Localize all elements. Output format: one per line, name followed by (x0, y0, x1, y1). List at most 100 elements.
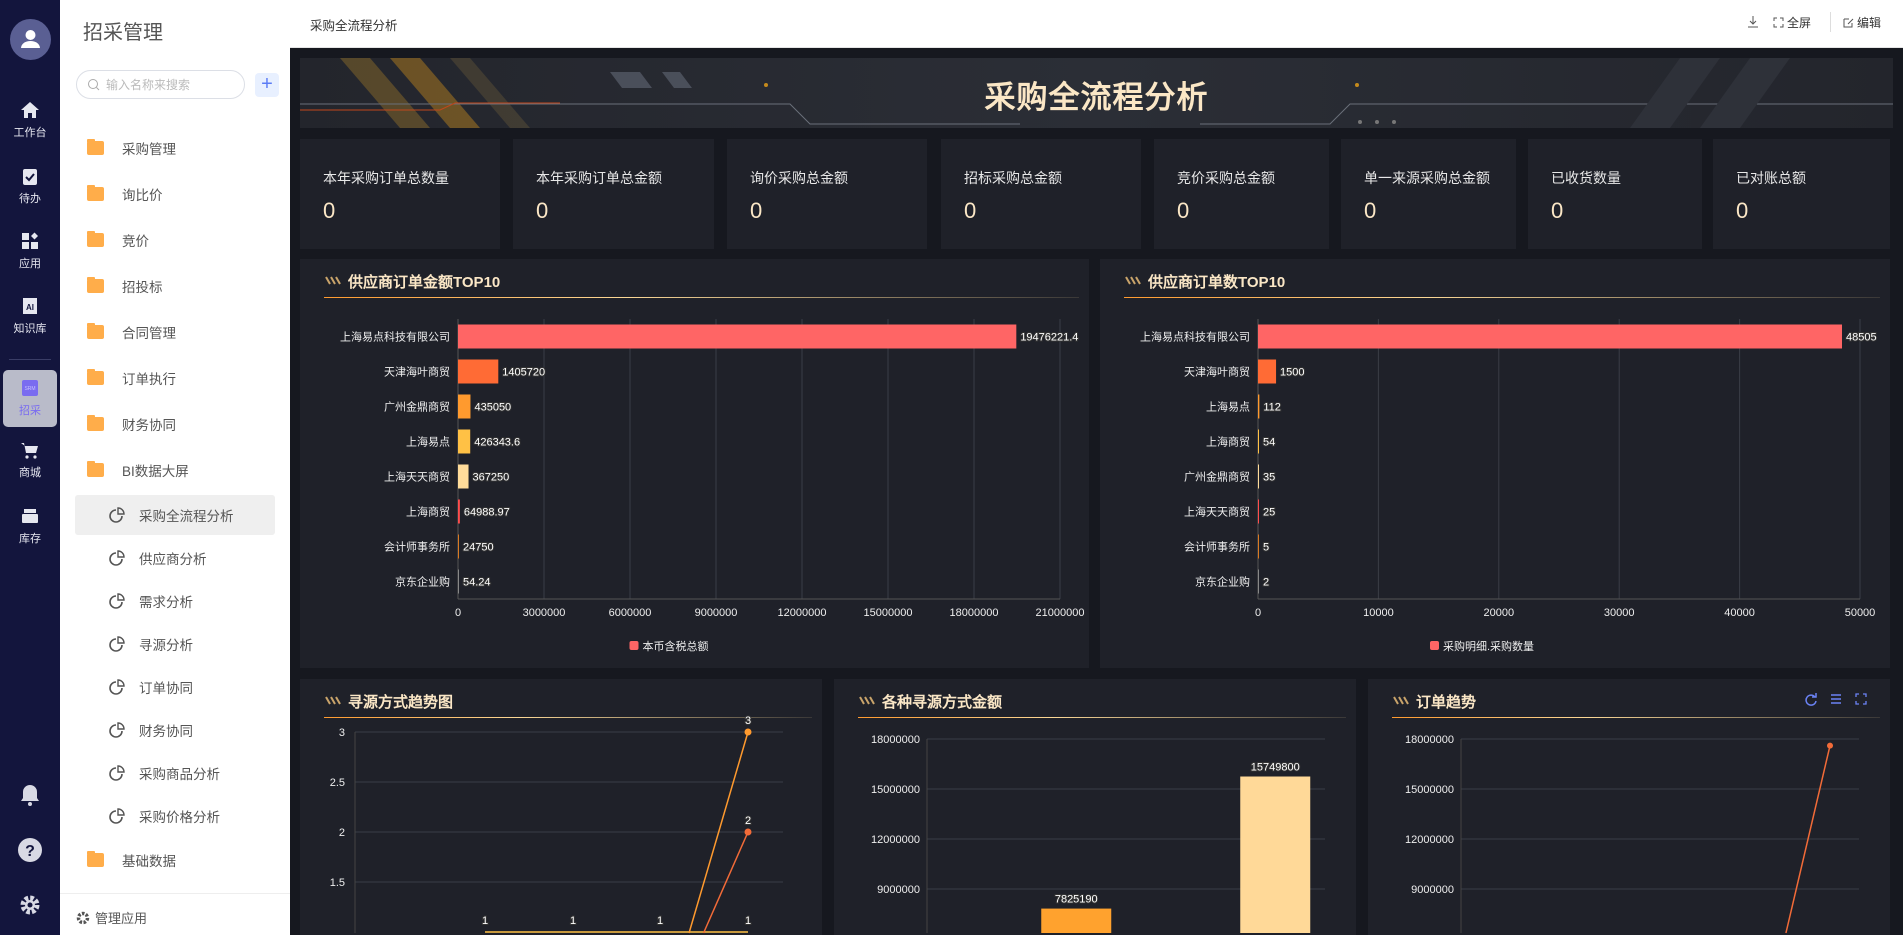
menu-item-bi[interactable]: BI数据大屏 (87, 460, 189, 480)
fullscreen-icon[interactable] (1854, 692, 1868, 706)
nav-item-mall[interactable]: 商城 (0, 440, 60, 480)
nav-item-todo[interactable]: 待办 (0, 166, 60, 206)
user-icon (21, 30, 40, 48)
kpi-card: 本年采购订单总数量 0 (300, 139, 500, 249)
pie-chart-icon (109, 721, 125, 738)
kpi-label: 本年采购订单总金额 (536, 170, 662, 186)
nav-divider (9, 359, 51, 360)
sourcing-trend-panel: 寻源方式趋势图 3 2.5 2 1.5 1 1 1 1 3 2 (300, 679, 822, 935)
download-icon[interactable] (1747, 15, 1759, 29)
data-label: 5 (1263, 542, 1269, 554)
kpi-card: 招标采购总金额 0 (941, 139, 1141, 249)
submenu-item[interactable]: 需求分析 (108, 591, 193, 611)
data-label: 1 (745, 915, 751, 927)
menu-item[interactable]: 合同管理 (87, 322, 176, 342)
submenu-item[interactable]: 寻源分析 (108, 634, 193, 654)
refresh-icon[interactable] (1804, 692, 1818, 706)
svg-text:SRM: SRM (24, 386, 35, 392)
add-button[interactable]: + (255, 73, 279, 97)
folder-icon (87, 231, 104, 247)
x-tick-label: 40000 (1724, 607, 1755, 619)
y-category-label: 会计师事务所 (384, 541, 450, 554)
submenu-item[interactable]: 财务协同 (108, 720, 193, 740)
nav-item-knowledge[interactable]: AI 知识库 (0, 296, 60, 336)
kpi-card: 询价采购总金额 0 (727, 139, 927, 249)
home-icon (21, 102, 39, 118)
dashboard-banner: 采购全流程分析 (300, 58, 1893, 128)
legend-label: 采购明细.采购数量 (1443, 639, 1534, 653)
y-tick-label: 9000000 (877, 884, 920, 896)
menu-item[interactable]: 采购管理 (87, 138, 176, 158)
search-placeholder: 输入名称来搜索 (106, 78, 191, 92)
supplier-count-top10-panel: 供应商订单数TOP10 0 10000 20000 30000 40000 50000 上海… (1100, 259, 1890, 668)
menu-item[interactable]: 询比价 (87, 184, 163, 204)
panel-title: 订单趋势 (1416, 694, 1477, 711)
bar (458, 464, 469, 489)
kpi-label: 已对账总额 (1736, 170, 1806, 186)
bar (1258, 429, 1259, 454)
kpi-card: 竞价采购总金额 0 (1154, 139, 1329, 249)
data-label: 112 (1263, 402, 1281, 414)
apps-icon (22, 232, 38, 249)
submenu-item[interactable]: 供应商分析 (108, 548, 207, 568)
data-label: 3 (745, 715, 751, 727)
kpi-label: 单一来源采购总金额 (1364, 170, 1490, 186)
submenu-item[interactable]: 采购全流程分析 (108, 505, 234, 525)
submenu-item[interactable]: 采购价格分析 (108, 806, 220, 826)
menu-item[interactable]: 订单执行 (87, 368, 176, 388)
data-label: 1 (482, 915, 488, 927)
folder-icon (87, 415, 104, 431)
menu-item[interactable]: 招投标 (87, 276, 163, 296)
panel-title: 供应商订单数TOP10 (1148, 274, 1286, 291)
kpi-label: 竞价采购总金额 (1177, 170, 1275, 186)
fullscreen-button[interactable]: 全屏 (1773, 14, 1811, 31)
y-tick-label: 18000000 (1405, 734, 1454, 746)
fullscreen-icon (1773, 17, 1784, 28)
manage-apps-button[interactable]: 管理应用 (76, 908, 147, 927)
bar (458, 324, 1017, 349)
edit-button[interactable]: 编辑 (1843, 14, 1881, 31)
help-icon[interactable]: ? (18, 838, 42, 862)
series-line-segment (1785, 745, 1831, 934)
selected-highlight (75, 495, 275, 535)
pie-chart-icon (109, 592, 125, 609)
kpi-card: 已对账总额 0 (1713, 139, 1890, 249)
title-stripes-icon (859, 696, 875, 705)
y-category-label: 京东企业购 (1195, 575, 1250, 589)
nav-item-procurement[interactable]: SRM 招采 (3, 370, 57, 427)
menu-item[interactable]: 基础数据 (87, 850, 176, 870)
data-label: 15749800 (1251, 762, 1300, 774)
y-category-label: 上海商贸 (406, 505, 450, 519)
bar (458, 499, 460, 524)
y-category-label: 天津海叶商贸 (1184, 365, 1250, 379)
title-underline (324, 717, 812, 718)
y-category-label: 会计师事务所 (1184, 541, 1250, 554)
submenu-item[interactable]: 采购商品分析 (108, 763, 220, 783)
menu-item[interactable]: 财务协同 (87, 414, 176, 434)
list-icon[interactable] (1829, 692, 1843, 706)
avatar[interactable] (10, 19, 51, 60)
nav-item-workbench[interactable]: 工作台 (0, 100, 60, 140)
svg-text:?: ? (25, 843, 35, 860)
nav-item-inventory[interactable]: 库存 (0, 506, 60, 546)
data-label: 2 (745, 815, 751, 827)
x-tick-label: 18000000 (950, 607, 999, 619)
data-label: 2 (1263, 577, 1269, 589)
gear-icon (76, 911, 90, 924)
nav-item-apps[interactable]: 应用 (0, 231, 60, 271)
x-tick-label: 30000 (1604, 607, 1635, 619)
banner-title: 采购全流程分析 (984, 80, 1209, 115)
submenu-item[interactable]: 订单协同 (108, 677, 193, 697)
pie-chart-icon (109, 807, 125, 824)
gear-icon[interactable] (19, 894, 41, 916)
bell-icon[interactable] (18, 783, 42, 807)
divider (1830, 12, 1831, 32)
bar (1258, 394, 1260, 419)
y-tick-label: 2.5 (330, 777, 345, 789)
search-input[interactable]: 输入名称来搜索 (76, 70, 245, 99)
kpi-value: 0 (964, 198, 977, 223)
data-label: 35 (1263, 472, 1275, 484)
kpi-label: 已收货数量 (1551, 170, 1621, 186)
kpi-label: 询价采购总金额 (750, 170, 848, 186)
menu-item[interactable]: 竞价 (87, 230, 149, 250)
